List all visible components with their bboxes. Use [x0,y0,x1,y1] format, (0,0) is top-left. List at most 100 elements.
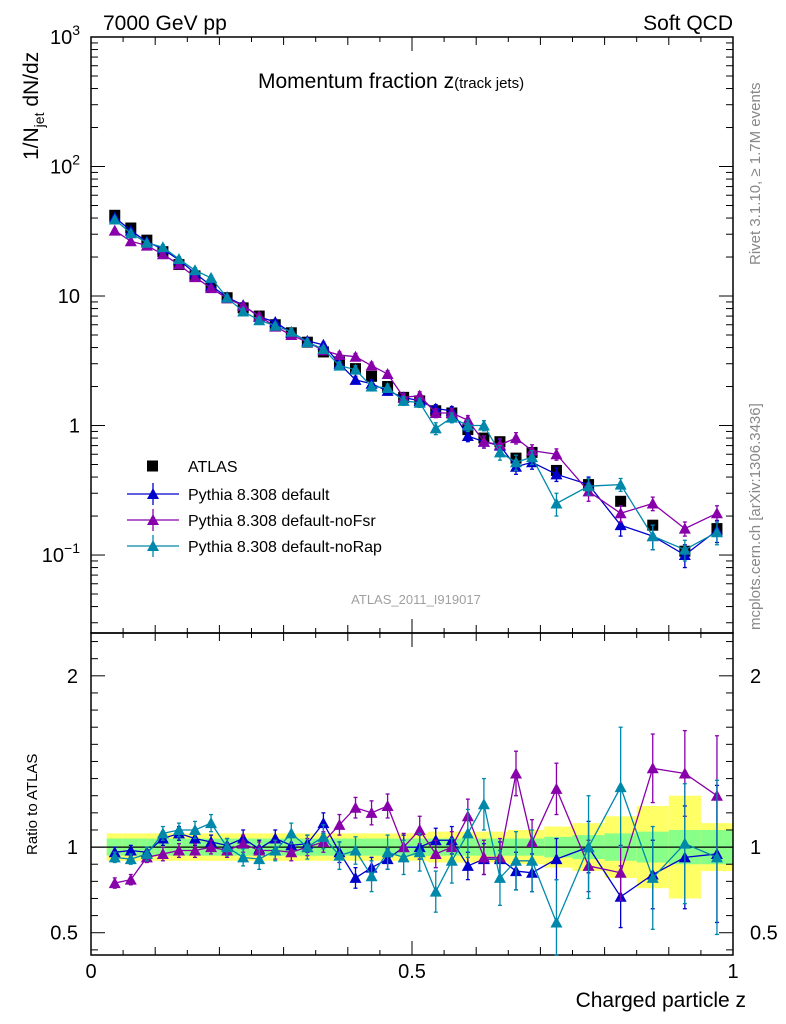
ratio-point [646,871,659,883]
plot-title-sub: (track jets) [454,75,524,92]
series-point [477,419,490,431]
series-point [461,430,474,442]
series-point [156,241,169,253]
ratio-point [550,853,563,865]
series-point [397,394,410,406]
series-point [678,522,691,534]
series-point [550,468,563,480]
y-tick-label: 1 [69,416,80,438]
ratio-point [349,871,362,883]
series-point [108,224,121,236]
series-point [614,519,627,531]
y-tick-label: 10−1 [42,540,80,567]
series-point [253,314,266,326]
ratio-point [124,873,137,885]
ratio-point [189,823,202,835]
series-point [526,451,539,463]
ratio-point [108,877,121,889]
analysis-id: ATLAS_2011_I919017 [351,592,481,607]
ratio-point [381,799,394,811]
ratio-point [156,827,169,839]
y-tick-label: 103 [50,22,80,49]
ratio-point [614,781,627,793]
series-point [156,248,169,260]
ratio-point [349,801,362,813]
ratio-point [301,841,314,853]
series-point [172,258,185,270]
series-point [381,367,394,379]
ratio-point [317,817,330,829]
series-point [365,359,378,371]
ratio-point [614,866,627,878]
ratio-point [477,851,490,863]
series-point [108,213,121,225]
atlas-point [366,370,378,382]
series-point [301,336,314,348]
ratio-y-tick-label: 0.5 [50,923,78,945]
series-point [221,291,234,303]
y-tick-label: 10 [58,286,80,308]
series-point [124,235,137,247]
ratio-point [678,767,691,779]
legend-marker [147,488,159,499]
ratio-point [461,827,474,839]
ratio-point [269,832,282,844]
ratio-y-tick-label-right: 0.5 [750,923,778,945]
ratio-point [429,885,442,897]
series-point [172,253,185,265]
series-point [550,497,563,509]
series-point [365,380,378,392]
ratio-point [646,762,659,774]
ratio-point [205,817,218,829]
ratio-point [333,818,346,830]
legend-marker [147,514,159,525]
series-3 [108,213,723,562]
legend-label: Pythia 8.308 default-noFsr [188,513,376,530]
atlas-point [615,495,627,507]
mcplots-label: mcplots.cern.ch [arXiv:1306.3436] [747,403,764,630]
series-point [477,435,490,447]
series-point [429,406,442,418]
x-tick-label: 1 [727,961,738,983]
ratio-y-tick-label-right: 2 [750,666,761,688]
series-point [317,342,330,354]
ratio-point [413,846,426,858]
plot-title: Momentum fraction z(track jets) [258,70,524,93]
series-point [510,432,523,444]
ratio-point [710,851,723,863]
series-point [550,448,563,460]
ratio-point [678,837,691,849]
ratio-point [237,837,250,849]
series-point [413,396,426,408]
x-tick-label: 0 [85,961,96,983]
series-point [646,497,659,509]
series-point [614,478,627,490]
ratio-point [510,854,523,866]
series-0 [109,209,723,557]
header-right: Soft QCD [643,12,733,35]
main-ylabel: 1/Njet dN/dz [20,52,47,160]
ratio-frame [90,632,734,956]
legend-label: Pythia 8.308 default [188,487,330,504]
ratio-point [205,841,218,853]
series-point [381,381,394,393]
series-point [510,456,523,468]
ratio-point [269,844,282,856]
ratio-point [317,830,330,842]
ratio-point [510,767,523,779]
series-point [333,349,346,361]
plot-title-main: Momentum fraction z [258,70,454,93]
legend-label: Pythia 8.308 default-noRap [188,539,382,556]
ratio-point [140,847,153,859]
ratio-point [124,853,137,865]
series-point [429,422,442,434]
ratio-point [237,851,250,863]
ratio-point [156,847,169,859]
ratio-point [189,844,202,856]
ratio-point [550,782,563,794]
series-point [349,350,362,362]
ratio-point [333,849,346,861]
series-point [710,507,723,519]
ratio-point [397,851,410,863]
